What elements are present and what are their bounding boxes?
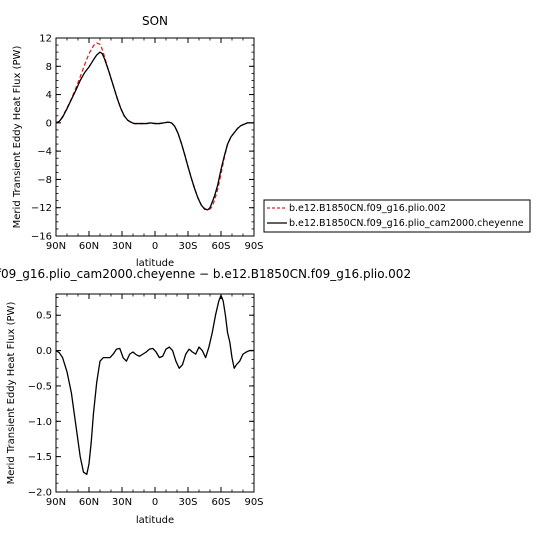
top-y-tick-label: 4 xyxy=(46,90,52,101)
bottom-y-tick-label: −1.0 xyxy=(28,417,52,428)
bottom-y-axis-label: Merid Transient Eddy Heat Flux (PW) xyxy=(6,302,17,485)
top-x-tick-label: 0 xyxy=(152,241,158,252)
bottom-y-axis: 0.5 0.0 −0.5 −1.0 −1.5 −2.0 xyxy=(28,297,254,499)
top-x-axis: 90N 60N 30N 0 30S 60S 90S xyxy=(46,38,264,252)
top-y-tick-label: 8 xyxy=(46,62,52,73)
bottom-x-tick-label: 90N xyxy=(46,497,66,508)
top-chart-title: SON xyxy=(142,14,168,28)
top-x-tick-label: 60N xyxy=(79,241,99,252)
bottom-chart: b.e12.B1850CN.f09_g16.plio_cam2000.cheye… xyxy=(0,267,411,526)
top-series-0-line xyxy=(55,42,254,211)
top-y-tick-label: −16 xyxy=(31,232,52,243)
bottom-x-tick-label: 90S xyxy=(244,497,263,508)
top-y-tick-label: −8 xyxy=(37,175,52,186)
bottom-x-tick-label: 30S xyxy=(178,497,197,508)
bottom-x-tick-label: 0 xyxy=(152,497,158,508)
bottom-plot-frame xyxy=(55,293,255,493)
top-y-axis: 12 8 4 0 −4 −8 −12 −16 xyxy=(31,34,254,243)
top-x-tick-label: 30S xyxy=(178,241,197,252)
bottom-y-tick-label: 0.0 xyxy=(36,346,52,357)
bottom-x-axis: 90N 60N 30N 0 30S 60S 90S xyxy=(46,294,264,508)
bottom-x-tick-label: 60N xyxy=(79,497,99,508)
top-x-tick-label: 90N xyxy=(46,241,66,252)
bottom-y-tick-label: −1.5 xyxy=(28,452,52,463)
legend-box xyxy=(263,199,531,233)
legend: b.e12.B1850CN.f09_g16.plio.002 b.e12.B18… xyxy=(263,199,531,233)
bottom-y-tick-label: 0.5 xyxy=(36,311,52,322)
top-x-tick-label: 90S xyxy=(244,241,263,252)
top-x-tick-label: 60S xyxy=(211,241,230,252)
legend-entry-0: b.e12.B1850CN.f09_g16.plio.002 xyxy=(289,203,446,214)
bottom-y-tick-label: −2.0 xyxy=(28,488,52,499)
top-y-tick-label: 12 xyxy=(39,34,52,45)
top-y-tick-label: 0 xyxy=(46,118,52,129)
top-y-tick-label: −12 xyxy=(31,203,52,214)
top-series-1-line xyxy=(55,51,254,211)
bottom-series-lines xyxy=(55,294,254,475)
top-y-axis-label: Merid Transient Eddy Heat Flux (PW) xyxy=(12,46,23,229)
top-x-tick-label: 30N xyxy=(112,241,132,252)
legend-entry-1: b.e12.B1850CN.f09_g16.plio_cam2000.cheye… xyxy=(289,218,524,229)
bottom-y-tick-label: −0.5 xyxy=(28,381,52,392)
top-y-tick-label: −4 xyxy=(37,147,52,158)
top-plot-frame xyxy=(55,37,255,237)
bottom-series-0-line xyxy=(55,294,254,475)
bottom-x-tick-label: 60S xyxy=(211,497,230,508)
top-x-axis-label: latitude xyxy=(136,258,174,269)
bottom-x-tick-label: 30N xyxy=(112,497,132,508)
bottom-chart-title: b.e12.B1850CN.f09_g16.plio_cam2000.cheye… xyxy=(0,267,411,281)
bottom-x-axis-label: latitude xyxy=(136,515,174,526)
top-series-lines xyxy=(55,42,254,211)
